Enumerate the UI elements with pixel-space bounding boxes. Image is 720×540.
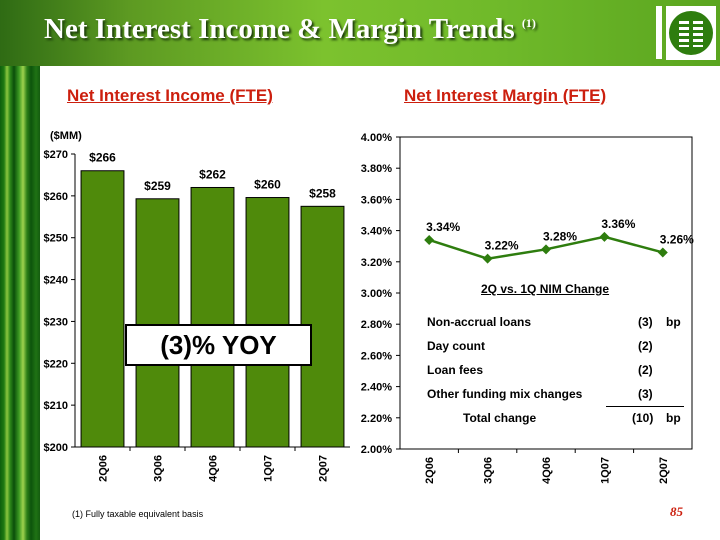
- nim-marker: [599, 231, 610, 242]
- nim-data-label: 3.28%: [543, 229, 577, 243]
- nim-marker: [541, 244, 551, 255]
- bank-logo: [666, 6, 716, 60]
- nim-ytick-label: 3.00%: [361, 288, 392, 300]
- total-underline: [606, 406, 684, 407]
- page-number: 85: [670, 504, 683, 519]
- nii-xtick-label: 2Q06: [98, 455, 110, 482]
- nii-ytick-label: $210: [44, 400, 68, 412]
- nim-change-row: Loan fees (2): [427, 363, 697, 381]
- nim-xtick-label: 3Q06: [483, 457, 495, 484]
- nim-marker: [482, 253, 493, 264]
- nim-change-unit: bp: [666, 411, 681, 425]
- nim-line-chart: 2.00% 2.20% 2.40% 2.60% 2.80% 3.00% 3.20% 3.40%…: [361, 132, 694, 484]
- nii-ytick-label: $230: [44, 316, 68, 328]
- nim-xtick-label: 1Q07: [599, 457, 611, 484]
- nim-ytick-label: 2.20%: [361, 413, 392, 425]
- page-title-text: Net Interest Income & Margin Trends: [44, 13, 515, 45]
- nim-change-value: (3): [638, 315, 653, 329]
- nim-data-label: 3.26%: [660, 232, 694, 246]
- nim-change-label: Other funding mix changes: [427, 387, 583, 401]
- nim-change-value: (3): [638, 387, 653, 401]
- nii-data-label: $258: [309, 186, 336, 200]
- nim-plot-area: [399, 136, 693, 450]
- nim-change-row: Other funding mix changes (3): [427, 387, 697, 405]
- header-banner: Net Interest Income & Margin Trends (1): [0, 0, 720, 66]
- yoy-callout: (3)% YOY: [125, 324, 312, 366]
- nii-ytick-label: $260: [44, 191, 68, 203]
- nii-data-label: $262: [199, 167, 226, 181]
- nim-change-row: Day count (2): [427, 339, 697, 357]
- nim-change-value: (2): [638, 339, 653, 353]
- nim-data-label: 3.22%: [485, 239, 519, 253]
- nii-data-label: $266: [89, 151, 116, 165]
- nim-xtick-label: 2Q06: [424, 457, 436, 484]
- nim-data-label: 3.34%: [426, 220, 460, 234]
- nim-ytick-label: 3.20%: [361, 257, 392, 269]
- nii-xtick-label: 4Q06: [208, 455, 220, 482]
- nim-ytick-label: 3.60%: [361, 194, 392, 206]
- nim-change-label: Day count: [427, 339, 486, 353]
- nim-ytick-label: 2.00%: [361, 444, 392, 456]
- nim-change-heading: 2Q vs. 1Q NIM Change: [481, 282, 610, 296]
- nii-ytick-label: $200: [44, 442, 68, 454]
- title-footnote-marker: (1): [521, 16, 536, 30]
- nii-ytick-label: $270: [44, 149, 68, 161]
- nim-ytick-label: 4.00%: [361, 132, 392, 144]
- nii-data-label: $259: [144, 179, 171, 193]
- nii-ytick-label: $250: [44, 233, 68, 245]
- nim-change-row: Total change (10) bp: [427, 411, 697, 429]
- nim-ytick-label: 2.80%: [361, 319, 392, 331]
- nim-change-label: Non-accrual loans: [427, 315, 532, 329]
- nim-change-label: Loan fees: [427, 363, 484, 377]
- nii-chart-title: Net Interest Income (FTE): [67, 86, 273, 105]
- bank-logo-icon: [669, 11, 713, 55]
- nim-change-unit: bp: [666, 315, 681, 329]
- nim-ytick-label: 3.40%: [361, 226, 392, 238]
- nim-change-row: Non-accrual loans (3) bp: [427, 315, 697, 333]
- nii-data-label: $260: [254, 178, 281, 192]
- nim-ytick-label: 2.60%: [361, 350, 392, 362]
- nii-bar: [135, 198, 180, 448]
- nii-ylabel: ($MM): [50, 130, 82, 142]
- nim-chart-title: Net Interest Margin (FTE): [404, 86, 607, 105]
- nii-bar: [245, 197, 290, 448]
- nim-change-value: (10): [632, 411, 654, 425]
- nii-bar-chart: ($MM) $200 $210 $220 $230 $240 $250 $260 $270 $26…: [44, 130, 350, 482]
- nii-ytick-label: $220: [44, 358, 68, 370]
- nim-change-label: Total change: [463, 411, 537, 425]
- nim-change-value: (2): [638, 363, 653, 377]
- nim-data-label: 3.36%: [601, 217, 635, 231]
- nii-bar: [80, 170, 125, 448]
- decorative-stripes: [0, 0, 40, 540]
- nii-bar: [190, 186, 235, 448]
- footnote: (1) Fully taxable equivalent basis: [72, 509, 204, 519]
- nii-xtick-label: 2Q07: [318, 455, 330, 482]
- nim-xtick-label: 2Q07: [658, 457, 670, 484]
- nii-xtick-label: 3Q06: [153, 455, 165, 482]
- nim-xtick-label: 4Q06: [541, 457, 553, 484]
- nim-marker: [424, 234, 435, 245]
- page-title: Net Interest Income & Margin Trends (1): [44, 13, 536, 46]
- nii-xtick-label: 1Q07: [263, 455, 275, 482]
- nii-ytick-label: $240: [44, 275, 68, 287]
- header-divider: [656, 6, 662, 59]
- nim-ytick-label: 3.80%: [361, 163, 392, 175]
- nim-marker: [657, 247, 668, 258]
- nim-ytick-label: 2.40%: [361, 382, 392, 394]
